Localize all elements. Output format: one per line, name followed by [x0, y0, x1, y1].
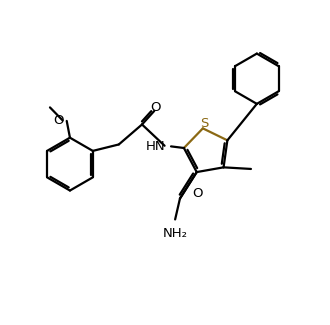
Text: O: O: [54, 114, 64, 127]
Text: NH₂: NH₂: [163, 227, 188, 240]
Text: O: O: [192, 187, 203, 200]
Text: O: O: [150, 101, 161, 114]
Text: S: S: [200, 117, 208, 130]
Text: HN: HN: [146, 140, 165, 153]
